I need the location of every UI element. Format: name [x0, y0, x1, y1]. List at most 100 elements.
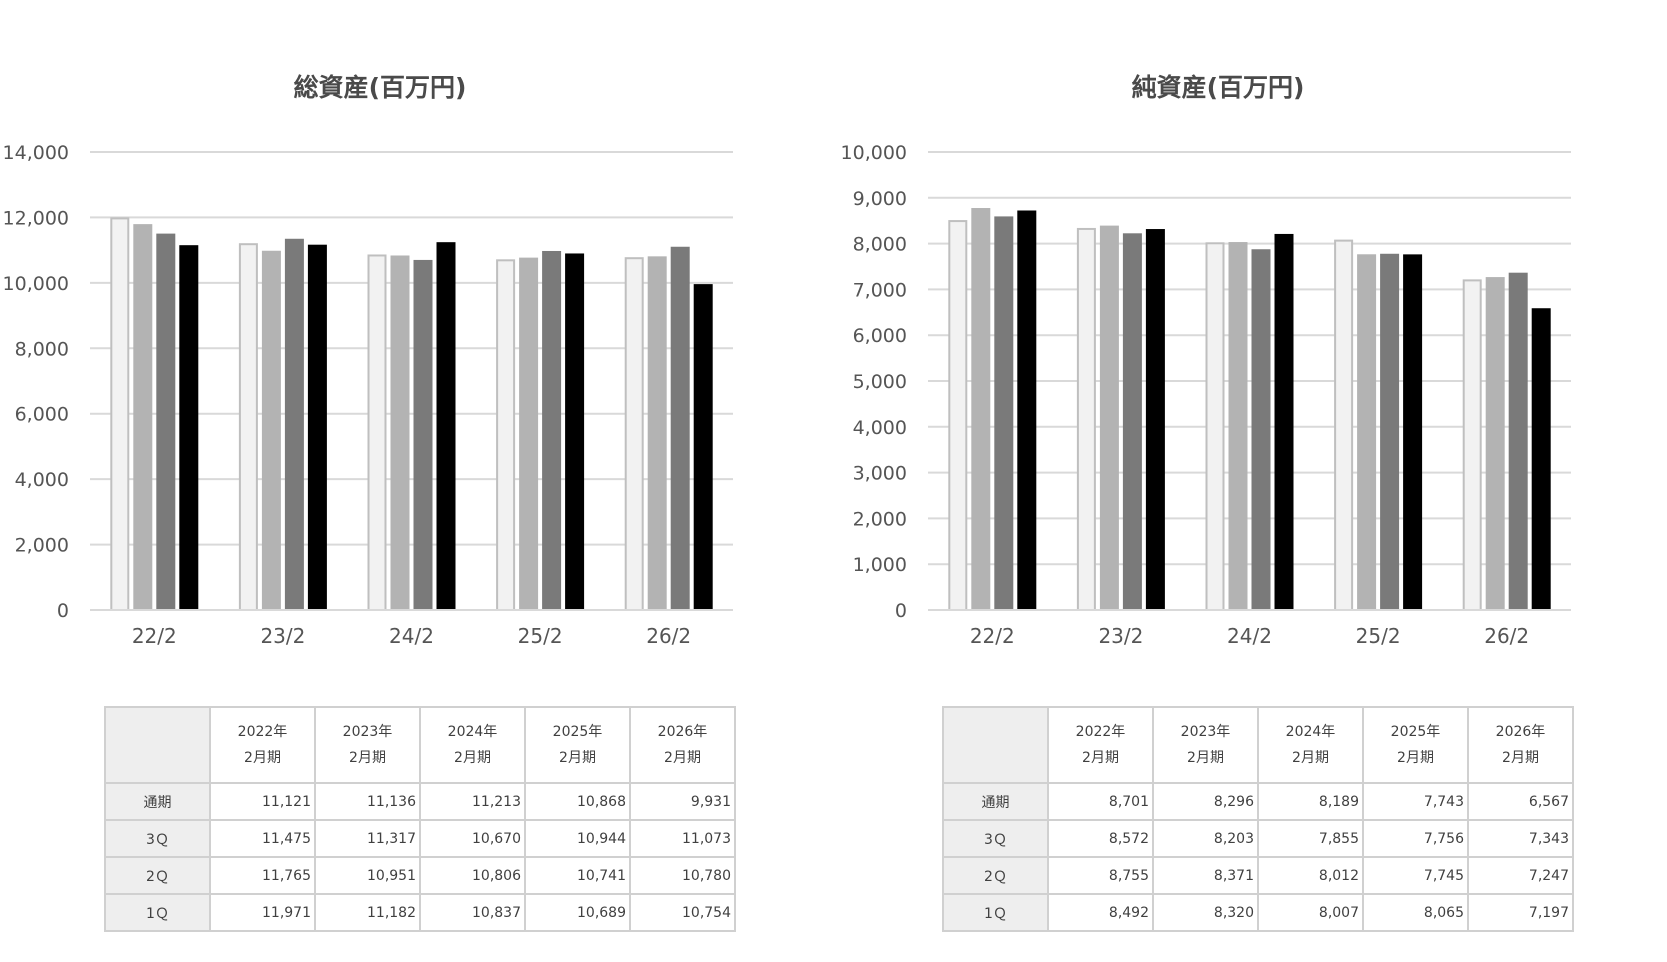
table-header-cell: 2026年 2月期: [1467, 706, 1574, 784]
bar: [1145, 229, 1165, 611]
row-label: 通期: [942, 782, 1049, 821]
y-tick-label: 10,000: [841, 142, 907, 164]
table-cell: 8,572: [1047, 819, 1154, 858]
y-tick-label: 9,000: [853, 188, 907, 210]
table-row: 2Ｑ 8,755 8,371 8,012 7,745 7,247: [942, 856, 1574, 895]
bar: [1205, 242, 1225, 612]
table-cell: 11,182: [314, 893, 421, 932]
bar: [1508, 272, 1528, 611]
chart-title: 総資産(百万円): [293, 73, 467, 102]
y-tick-label: 0: [895, 600, 907, 622]
table-cell: 8,296: [1152, 782, 1259, 821]
x-tick-label: 25/2: [518, 624, 563, 648]
bar: [1251, 249, 1271, 611]
total-assets-table: 2022年 2月期 2023年 2月期 2024年 2月期 2025年 2月期 2026…: [104, 706, 736, 932]
table-cell: 7,343: [1467, 819, 1574, 858]
table-cell: 11,971: [209, 893, 316, 932]
row-label: 2Ｑ: [104, 856, 211, 895]
bar: [307, 244, 327, 611]
bar: [436, 242, 456, 611]
y-tick-label: 8,000: [15, 338, 69, 360]
y-tick-label: 1,000: [853, 554, 907, 576]
table-row: 2Ｑ 11,765 10,951 10,806 10,741 10,780: [104, 856, 736, 895]
table-cell: 8,203: [1152, 819, 1259, 858]
bar: [565, 253, 585, 611]
table-cell: 7,247: [1467, 856, 1574, 895]
bar: [156, 233, 176, 611]
table-header-cell: 2022年 2月期: [209, 706, 316, 784]
table-cell: 10,780: [629, 856, 736, 895]
table-cell: 10,754: [629, 893, 736, 932]
table-cell: 10,741: [524, 856, 631, 895]
table-header-row: 2022年 2月期 2023年 2月期 2024年 2月期 2025年 2月期 2026…: [104, 706, 736, 784]
table-cell: 7,743: [1362, 782, 1469, 821]
bar: [994, 216, 1014, 611]
bar: [496, 259, 516, 611]
table-row: 1Ｑ 11,971 11,182 10,837 10,689 10,754: [104, 893, 736, 932]
bar: [1357, 254, 1377, 612]
table-cell: 8,065: [1362, 893, 1469, 932]
table-cell: 8,007: [1257, 893, 1364, 932]
y-tick-label: 2,000: [853, 508, 907, 530]
y-tick-label: 12,000: [3, 207, 69, 229]
row-label: 1Ｑ: [942, 893, 1049, 932]
bar: [948, 220, 968, 611]
y-tick-label: 14,000: [3, 142, 69, 164]
table-header-cell: 2023年 2月期: [1152, 706, 1259, 784]
bar: [542, 250, 562, 611]
bar: [367, 254, 387, 611]
table-row: 3Ｑ 11,475 11,317 10,670 10,944 11,073: [104, 819, 736, 858]
bar: [1334, 239, 1354, 612]
row-label: 通期: [104, 782, 211, 821]
row-label: 2Ｑ: [942, 856, 1049, 895]
bar: [1076, 227, 1096, 611]
row-label: 3Ｑ: [104, 819, 211, 858]
table-cell: 8,012: [1257, 856, 1364, 895]
bar: [110, 217, 130, 611]
table-row: 通期 11,121 11,136 11,213 10,868 9,931: [104, 782, 736, 821]
y-tick-label: 2,000: [15, 535, 69, 557]
x-tick-label: 25/2: [1356, 624, 1401, 648]
bar: [1228, 242, 1248, 611]
bar: [261, 250, 281, 611]
table-cell: 8,189: [1257, 782, 1364, 821]
table-cell: 11,317: [314, 819, 421, 858]
table-cell: 8,755: [1047, 856, 1154, 895]
table-cell: 10,868: [524, 782, 631, 821]
bar: [1380, 253, 1400, 611]
bar: [971, 208, 991, 611]
table-cell: 10,689: [524, 893, 631, 932]
bar: [1017, 210, 1037, 611]
bar: [1531, 308, 1551, 611]
table-cell: 11,073: [629, 819, 736, 858]
bar: [647, 256, 667, 611]
y-tick-label: 0: [57, 600, 69, 622]
y-tick-label: 4,000: [853, 417, 907, 439]
bar: [413, 259, 433, 611]
y-tick-label: 3,000: [853, 463, 907, 485]
bar: [624, 257, 644, 611]
x-tick-label: 26/2: [1484, 624, 1529, 648]
bar: [133, 224, 153, 611]
table-row: 1Ｑ 8,492 8,320 8,007 8,065 7,197: [942, 893, 1574, 932]
y-tick-label: 5,000: [853, 371, 907, 393]
x-tick-label: 23/2: [1098, 624, 1143, 648]
table-corner-cell: [104, 706, 211, 784]
bar: [238, 243, 258, 612]
table-corner-cell: [942, 706, 1049, 784]
table-row: 3Ｑ 8,572 8,203 7,855 7,756 7,343: [942, 819, 1574, 858]
table-header-cell: 2024年 2月期: [419, 706, 526, 784]
y-tick-label: 6,000: [15, 404, 69, 426]
total-assets-panel: 総資産(百万円) 0 2,000 4,000 6,000 8,000 10,000 12,0…: [0, 0, 760, 962]
table-header-cell: 2024年 2月期: [1257, 706, 1364, 784]
table-cell: 11,213: [419, 782, 526, 821]
table-header-cell: 2026年 2月期: [629, 706, 736, 784]
bar: [284, 238, 304, 611]
table-cell: 7,745: [1362, 856, 1469, 895]
chart-title: 純資産(百万円): [1131, 73, 1305, 102]
table-cell: 11,136: [314, 782, 421, 821]
table-cell: 10,951: [314, 856, 421, 895]
x-tick-label: 26/2: [646, 624, 691, 648]
y-tick-label: 4,000: [15, 469, 69, 491]
x-tick-label: 22/2: [132, 624, 177, 648]
